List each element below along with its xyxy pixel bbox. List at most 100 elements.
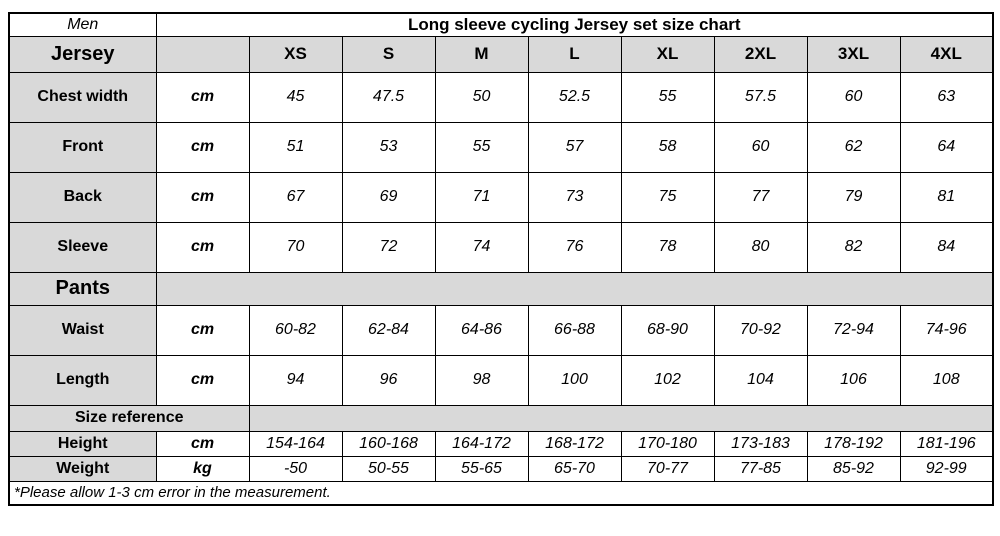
empty-unit-header-cell [155, 35, 250, 73]
cell-value: 55 [620, 71, 715, 123]
cell-value: 79 [806, 171, 901, 223]
cell-value: 62 [806, 121, 901, 173]
table-row-sleeve: Sleeve cm 70 72 74 76 78 80 82 84 [8, 221, 994, 273]
chart-title: Long sleeve cycling Jersey set size char… [155, 12, 994, 37]
cell-value: 94 [248, 354, 343, 406]
cell-value: -50 [248, 455, 343, 482]
cell-value: 82 [806, 221, 901, 273]
cell-value: 60-82 [248, 304, 343, 356]
cell-value: 77 [713, 171, 808, 223]
cell-value: 60 [806, 71, 901, 123]
cell-value: 64 [899, 121, 994, 173]
cell-value: 52.5 [527, 71, 622, 123]
cell-value: 92-99 [899, 455, 994, 482]
cell-value: 160-168 [341, 430, 436, 457]
cell-value: 181-196 [899, 430, 994, 457]
cell-value: 50-55 [341, 455, 436, 482]
cell-value: 50 [434, 71, 529, 123]
size-chart-table: Men Long sleeve cycling Jersey set size … [8, 12, 994, 506]
cell-value: 70 [248, 221, 343, 273]
cell-value: 66-88 [527, 304, 622, 356]
cell-value: 76 [527, 221, 622, 273]
row-label: Sleeve [8, 221, 157, 273]
cell-value: 71 [434, 171, 529, 223]
cell-value: 173-183 [713, 430, 808, 457]
cell-value: 168-172 [527, 430, 622, 457]
size-reference-filler [248, 404, 994, 432]
cell-value: 53 [341, 121, 436, 173]
cell-value: 58 [620, 121, 715, 173]
row-unit: cm [155, 304, 250, 356]
section-label-pants: Pants [8, 271, 157, 306]
footnote-text: *Please allow 1-3 cm error in the measur… [8, 480, 994, 506]
size-column-header: 3XL [806, 35, 901, 73]
cell-value: 70-92 [713, 304, 808, 356]
pants-section-row: Pants [8, 271, 994, 306]
cell-value: 74 [434, 221, 529, 273]
cell-value: 77-85 [713, 455, 808, 482]
table-row-weight: Weight kg -50 50-55 55-65 65-70 70-77 77… [8, 455, 994, 482]
cell-value: 57 [527, 121, 622, 173]
size-column-header: XS [248, 35, 343, 73]
row-label: Waist [8, 304, 157, 356]
row-label: Front [8, 121, 157, 173]
row-unit: cm [155, 430, 250, 457]
row-unit: cm [155, 354, 250, 406]
title-row: Men Long sleeve cycling Jersey set size … [8, 12, 994, 37]
section-label-size-reference: Size reference [8, 404, 250, 432]
size-header-row: Jersey XS S M L XL 2XL 3XL 4XL [8, 35, 994, 73]
row-unit: cm [155, 171, 250, 223]
cell-value: 178-192 [806, 430, 901, 457]
cell-value: 75 [620, 171, 715, 223]
cell-value: 68-90 [620, 304, 715, 356]
size-column-header: XL [620, 35, 715, 73]
cell-value: 100 [527, 354, 622, 406]
cell-value: 62-84 [341, 304, 436, 356]
row-label: Length [8, 354, 157, 406]
table-row-height: Height cm 154-164 160-168 164-172 168-17… [8, 430, 994, 457]
cell-value: 164-172 [434, 430, 529, 457]
row-label: Chest width [8, 71, 157, 123]
cell-value: 85-92 [806, 455, 901, 482]
cell-value: 98 [434, 354, 529, 406]
cell-value: 70-77 [620, 455, 715, 482]
row-label: Back [8, 171, 157, 223]
cell-value: 84 [899, 221, 994, 273]
cell-value: 55 [434, 121, 529, 173]
cell-value: 80 [713, 221, 808, 273]
cell-value: 73 [527, 171, 622, 223]
cell-value: 102 [620, 354, 715, 406]
pants-section-filler [155, 271, 994, 306]
table-row-waist: Waist cm 60-82 62-84 64-86 66-88 68-90 7… [8, 304, 994, 356]
size-column-header: S [341, 35, 436, 73]
cell-value: 64-86 [434, 304, 529, 356]
cell-value: 55-65 [434, 455, 529, 482]
row-unit: kg [155, 455, 250, 482]
cell-value: 67 [248, 171, 343, 223]
cell-value: 57.5 [713, 71, 808, 123]
cell-value: 96 [341, 354, 436, 406]
row-unit: cm [155, 71, 250, 123]
size-column-header: M [434, 35, 529, 73]
table-row-back: Back cm 67 69 71 73 75 77 79 81 [8, 171, 994, 223]
size-column-header: 4XL [899, 35, 994, 73]
size-reference-row: Size reference [8, 404, 994, 432]
footnote-row: *Please allow 1-3 cm error in the measur… [8, 480, 994, 506]
size-column-header: 2XL [713, 35, 808, 73]
table-row-length: Length cm 94 96 98 100 102 104 106 108 [8, 354, 994, 406]
cell-value: 51 [248, 121, 343, 173]
cell-value: 47.5 [341, 71, 436, 123]
cell-value: 65-70 [527, 455, 622, 482]
row-unit: cm [155, 121, 250, 173]
cell-value: 69 [341, 171, 436, 223]
row-label: Height [8, 430, 157, 457]
cell-value: 170-180 [620, 430, 715, 457]
cell-value: 74-96 [899, 304, 994, 356]
cell-value: 106 [806, 354, 901, 406]
cell-value: 60 [713, 121, 808, 173]
cell-value: 108 [899, 354, 994, 406]
table-row-chest-width: Chest width cm 45 47.5 50 52.5 55 57.5 6… [8, 71, 994, 123]
cell-value: 72-94 [806, 304, 901, 356]
table-row-front: Front cm 51 53 55 57 58 60 62 64 [8, 121, 994, 173]
size-column-header: L [527, 35, 622, 73]
